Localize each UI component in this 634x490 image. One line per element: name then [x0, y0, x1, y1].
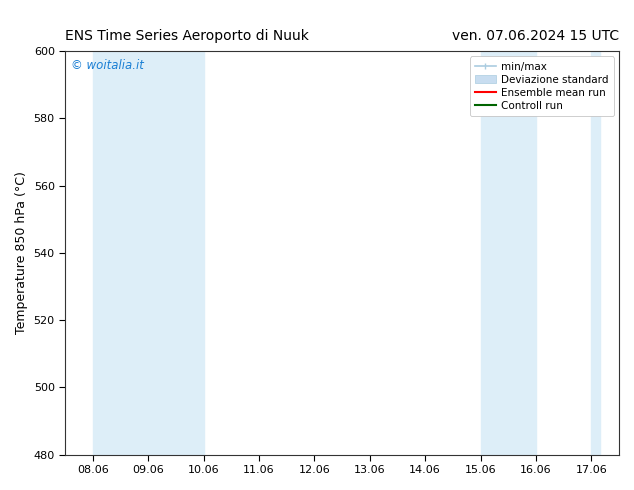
- Text: © woitalia.it: © woitalia.it: [71, 59, 144, 73]
- Text: ven. 07.06.2024 15 UTC: ven. 07.06.2024 15 UTC: [452, 29, 619, 43]
- Bar: [481, 51, 536, 455]
- Bar: [93, 51, 204, 455]
- Bar: [592, 51, 600, 455]
- Text: ENS Time Series Aeroporto di Nuuk: ENS Time Series Aeroporto di Nuuk: [65, 29, 309, 43]
- Legend: min/max, Deviazione standard, Ensemble mean run, Controll run: min/max, Deviazione standard, Ensemble m…: [470, 56, 614, 116]
- Y-axis label: Temperature 850 hPa (°C): Temperature 850 hPa (°C): [15, 172, 28, 334]
